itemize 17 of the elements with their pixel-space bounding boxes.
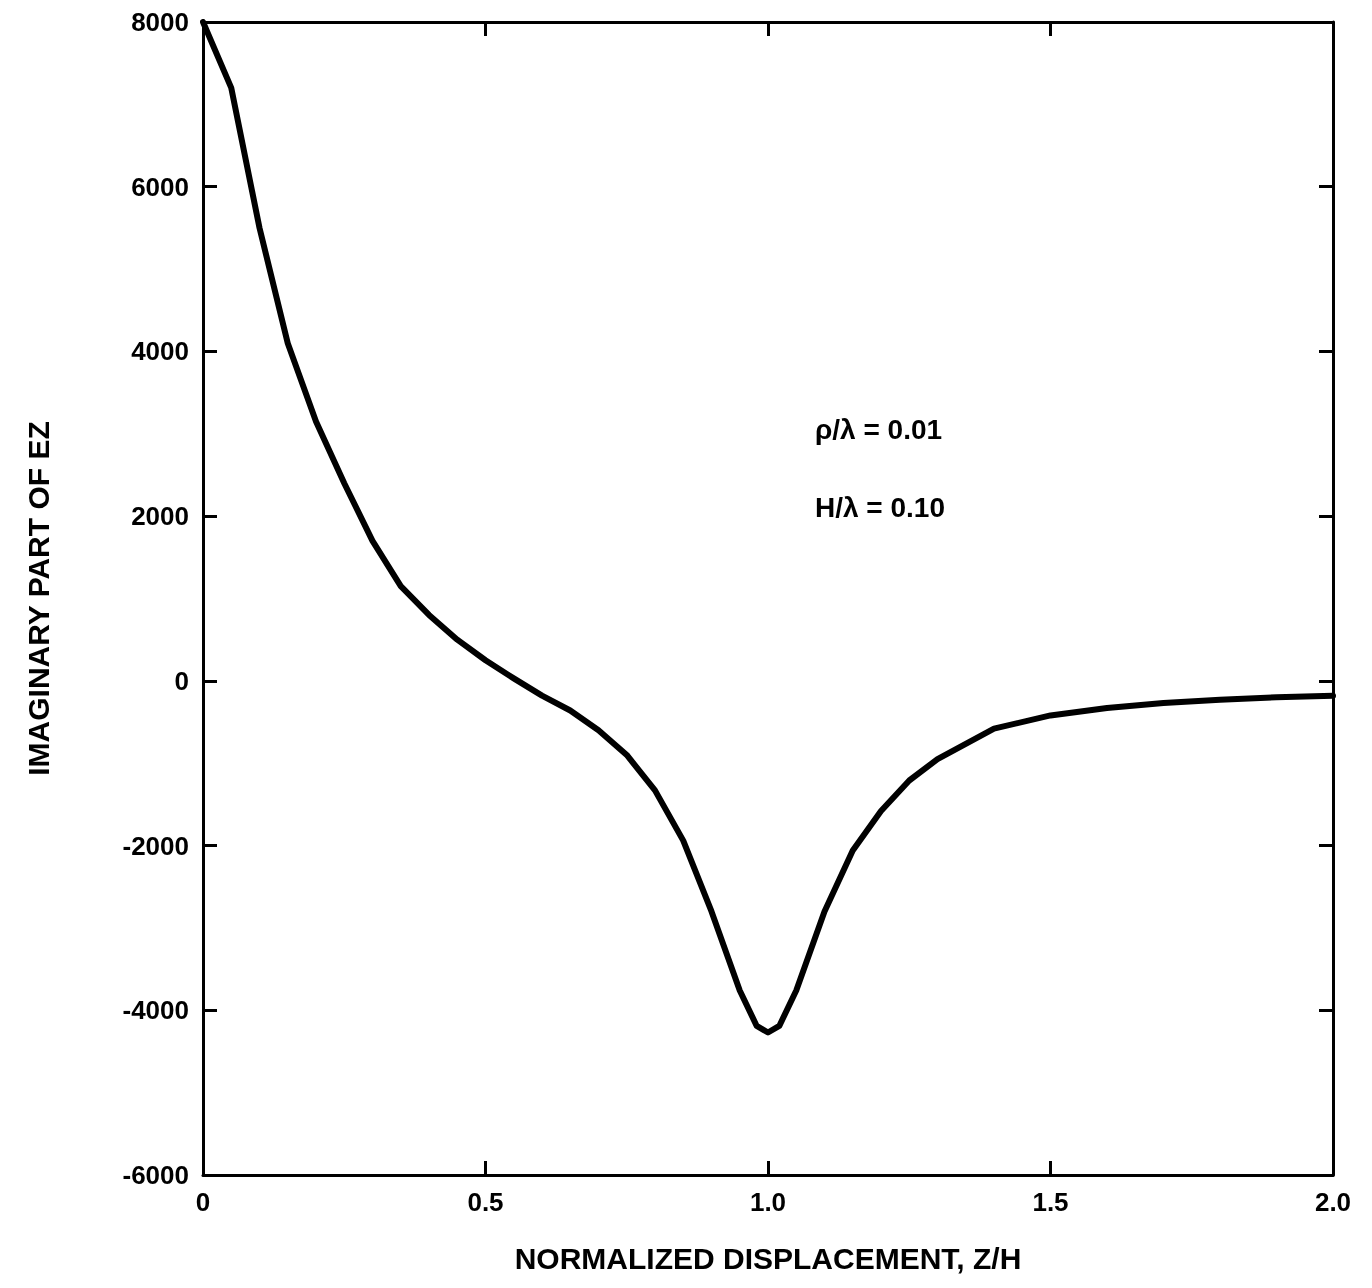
y-tick-label: -6000 bbox=[122, 1160, 189, 1190]
y-tick-label: 0 bbox=[174, 665, 189, 696]
y-tick-label: -2000 bbox=[122, 830, 189, 861]
x-tick-label: 0.5 bbox=[467, 1187, 504, 1217]
x-tick-label: 1.5 bbox=[1032, 1187, 1069, 1217]
annotation: ρ/λ = 0.01 bbox=[815, 413, 943, 445]
x-tick-label: 0 bbox=[195, 1187, 211, 1217]
x-tick-label: 2.0 bbox=[1314, 1187, 1352, 1217]
y-tick-label: 8000 bbox=[131, 7, 189, 37]
x-axis-title: NORMALIZED DISPLACEMENT, Z/H bbox=[514, 1241, 1022, 1275]
y-tick-label: -4000 bbox=[122, 995, 189, 1026]
y-tick-label: 4000 bbox=[131, 336, 189, 367]
y-tick-label: 6000 bbox=[131, 171, 189, 202]
annotation: H/λ = 0.10 bbox=[815, 491, 945, 523]
x-tick-label: 1.0 bbox=[749, 1187, 787, 1217]
y-tick-label: 2000 bbox=[131, 501, 189, 532]
y-axis-title: IMAGINARY PART OF EZ bbox=[21, 421, 55, 776]
